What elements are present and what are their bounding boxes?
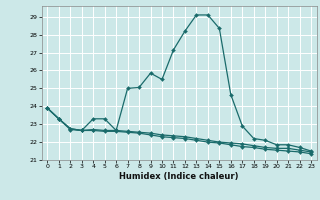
X-axis label: Humidex (Indice chaleur): Humidex (Indice chaleur) <box>119 172 239 181</box>
